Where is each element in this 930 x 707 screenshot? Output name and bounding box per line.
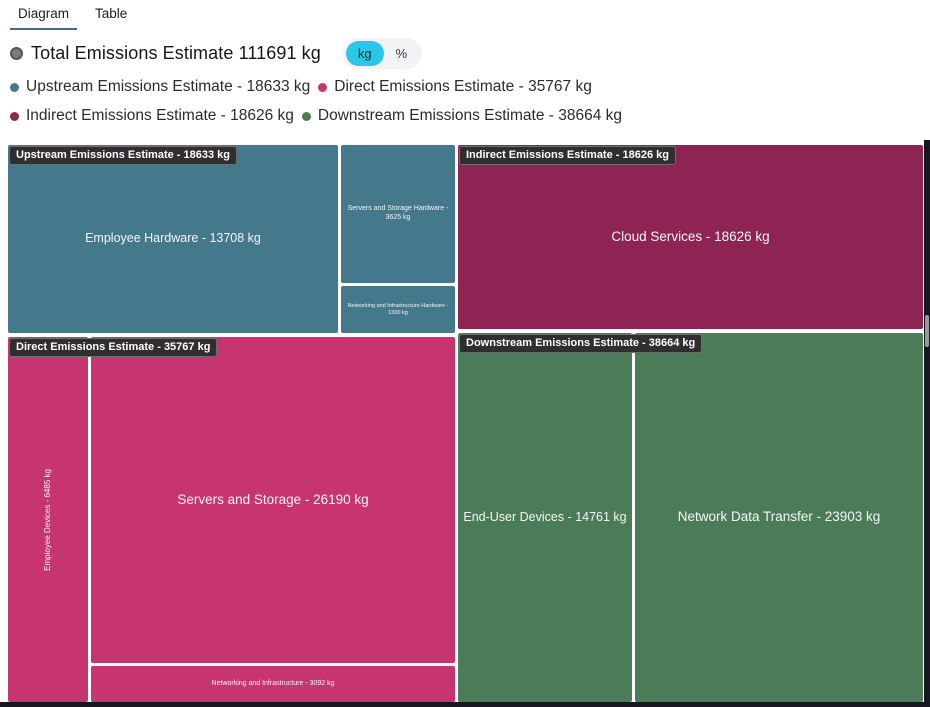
legend-label: Indirect Emissions Estimate - 18626 kg xyxy=(26,107,294,124)
legend-dot-indirect-icon xyxy=(10,111,19,121)
legend-item-upstream: Upstream Emissions Estimate - 18633 kg xyxy=(10,78,310,96)
treemap-box-employee-devices[interactable]: Employee Devices - 6485 kg xyxy=(8,337,88,702)
total-emissions-dot-icon xyxy=(10,46,23,60)
tab-table[interactable]: Table xyxy=(95,6,128,21)
treemap-box-networking-and-infrastructure[interactable]: Networking and Infrastructure - 3092 kg xyxy=(91,666,455,702)
treemap-box-servers-and-storage-hardware[interactable]: Servers and Storage Hardware - 3625 kg xyxy=(341,145,455,283)
scrollbar-thumb[interactable] xyxy=(925,315,929,347)
treemap-badge-indirect: Indirect Emissions Estimate - 18626 kg xyxy=(459,146,676,165)
bottom-edge xyxy=(0,702,930,707)
legend-dot-downstream-icon xyxy=(301,111,311,121)
treemap-badge-direct: Direct Emissions Estimate - 35767 kg xyxy=(9,338,218,357)
scrollbar-track[interactable] xyxy=(924,140,930,707)
treemap-badge-upstream: Upstream Emissions Estimate - 18633 kg xyxy=(9,146,237,165)
treemap-box-end-user-devices[interactable]: End-User Devices - 14761 kg xyxy=(458,333,632,702)
page-title: Total Emissions Estimate 111691 kg xyxy=(31,42,321,63)
legend-dot-upstream-icon xyxy=(10,82,19,92)
legend: Upstream Emissions Estimate - 18633 kg D… xyxy=(10,78,710,125)
legend-item-direct: Direct Emissions Estimate - 35767 kg xyxy=(318,78,592,96)
legend-label: Direct Emissions Estimate - 35767 kg xyxy=(334,78,592,95)
legend-label: Downstream Emissions Estimate - 38664 kg xyxy=(317,107,623,124)
treemap-box-servers-and-storage[interactable]: Servers and Storage - 26190 kg xyxy=(91,337,455,663)
unit-option-kg[interactable]: kg xyxy=(345,40,384,66)
treemap-box-label: Employee Devices - 6485 kg xyxy=(43,468,52,571)
treemap-box-network-data-transfer[interactable]: Network Data Transfer - 23903 kg xyxy=(635,333,923,702)
treemap-box-employee-hardware[interactable]: Employee Hardware - 13708 kg xyxy=(8,145,338,333)
treemap-box-networking-and-infrastructure-hardware[interactable]: Networking and Infrastructure Hardware -… xyxy=(341,286,455,333)
title-row: Total Emissions Estimate 111691 kg kg % xyxy=(10,36,423,70)
legend-item-indirect: Indirect Emissions Estimate - 18626 kg xyxy=(10,107,294,125)
unit-toggle[interactable]: kg % xyxy=(342,37,423,69)
tab-diagram[interactable]: Diagram xyxy=(10,2,78,30)
legend-label: Upstream Emissions Estimate - 18633 kg xyxy=(26,78,311,95)
tab-bar: Diagram Table xyxy=(10,2,135,30)
legend-dot-direct-icon xyxy=(318,82,328,92)
treemap-badge-downstream: Downstream Emissions Estimate - 38664 kg xyxy=(459,334,703,353)
treemap-box-cloud-services[interactable]: Cloud Services - 18626 kg xyxy=(458,145,923,329)
unit-option-percent[interactable]: % xyxy=(395,45,408,61)
legend-item-downstream: Downstream Emissions Estimate - 38664 kg xyxy=(301,107,623,125)
